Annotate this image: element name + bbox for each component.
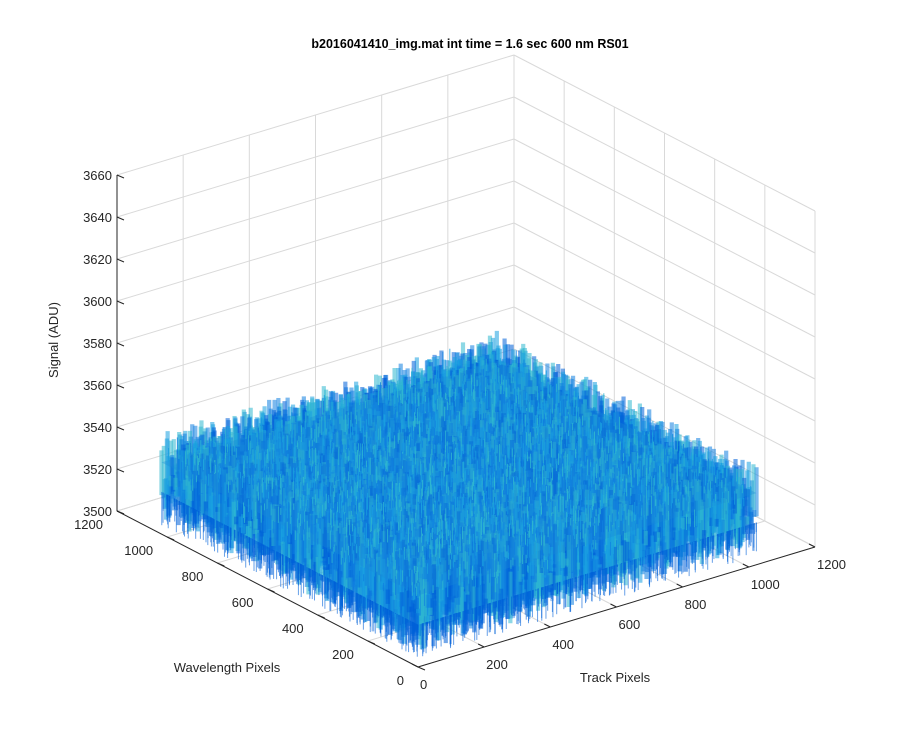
gridline-z-right-wall (513, 222, 816, 380)
gridline-z-right-wall (513, 138, 816, 296)
gridline-z-right-wall (513, 54, 816, 212)
surface-layer (159, 330, 759, 657)
gridline-z-right-wall (513, 180, 816, 338)
gridline-z-left-wall (116, 306, 515, 428)
gridline-z-right-wall (513, 96, 816, 254)
gridline-z-right-wall (513, 264, 816, 422)
gridline-z-left-wall (116, 222, 515, 344)
gridline-z-left-wall (116, 54, 515, 176)
gridline-z-left-wall (116, 96, 515, 218)
gridline-z-left-wall (116, 180, 515, 302)
gridline-z-left-wall (116, 264, 515, 386)
surface-mesh (159, 330, 759, 657)
gridline-z-right-wall (513, 306, 816, 464)
gridline-z-left-wall (116, 138, 515, 260)
